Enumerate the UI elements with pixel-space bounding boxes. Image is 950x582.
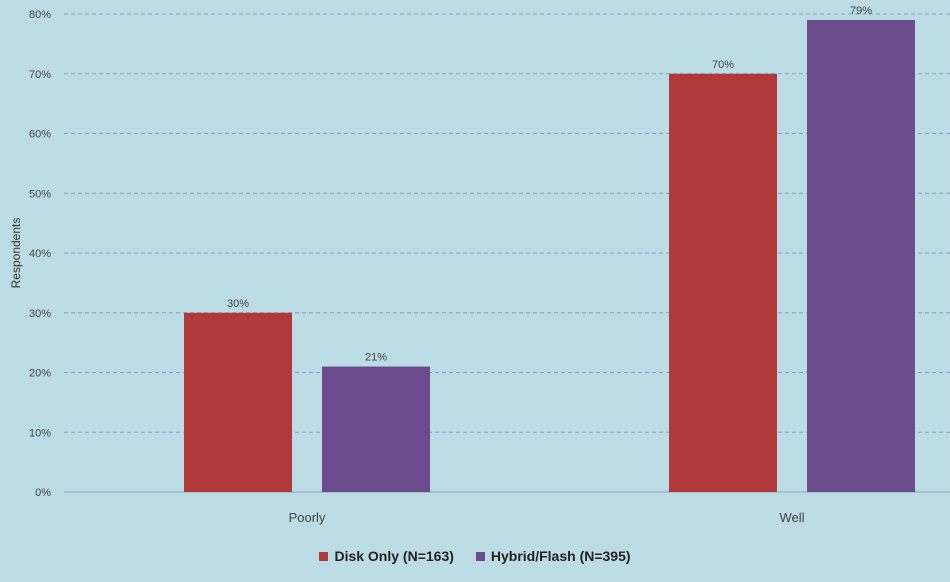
bar-poorly-series-2 — [322, 366, 430, 492]
x-axis-categories: Poorly Well — [289, 510, 805, 525]
data-label: 30% — [227, 298, 249, 310]
y-tick-label: 80% — [29, 9, 51, 21]
data-label: 70% — [712, 59, 734, 71]
x-category-label: Well — [779, 510, 804, 525]
y-tick-label: 60% — [29, 129, 51, 141]
legend: Disk Only (N=163) Hybrid/Flash (N=395) — [0, 548, 950, 564]
legend-label-hybrid-flash: Hybrid/Flash (N=395) — [490, 548, 631, 564]
y-tick-label: 30% — [29, 308, 51, 320]
data-label: 21% — [365, 352, 387, 364]
legend-label-disk-only: Disk Only (N=163) — [334, 548, 454, 564]
data-label: 79% — [850, 5, 872, 17]
data-labels: 30% 21% 70% 79% — [227, 5, 872, 364]
y-axis-label: Respondents — [9, 218, 23, 289]
y-tick-label: 0% — [35, 487, 51, 499]
bar-well-series-2 — [807, 19, 915, 492]
legend-swatch-hybrid-flash — [475, 551, 485, 561]
x-category-label: Poorly — [289, 510, 326, 525]
legend-swatch-disk-only — [319, 551, 329, 561]
bars — [184, 19, 915, 492]
y-axis-ticks: 0% 10% 20% 30% 40% 50% 60% 70% 80% — [29, 9, 51, 499]
y-tick-label: 50% — [29, 188, 51, 200]
bar-poorly-series-1 — [184, 312, 292, 492]
legend-item-disk-only: Disk Only (N=163) — [319, 548, 454, 564]
y-tick-label: 40% — [29, 248, 51, 260]
y-tick-label: 70% — [29, 69, 51, 81]
bar-well-series-1 — [669, 73, 777, 492]
legend-item-hybrid-flash: Hybrid/Flash (N=395) — [475, 548, 631, 564]
y-tick-label: 20% — [29, 368, 51, 380]
y-tick-label: 10% — [29, 427, 51, 439]
